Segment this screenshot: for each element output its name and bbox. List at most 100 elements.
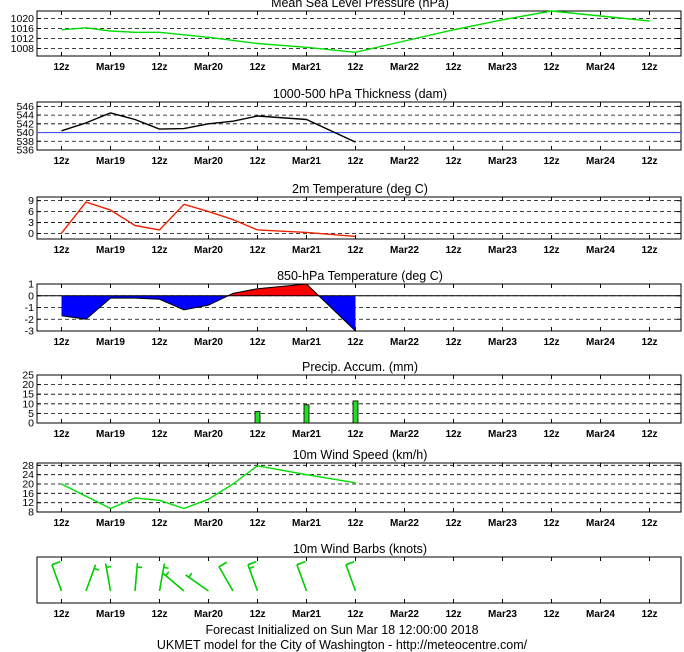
- panel-frame: [36, 462, 682, 513]
- barb-feather: [163, 566, 169, 570]
- x-tick-label: Mar24: [586, 62, 615, 73]
- x-tick-label: 12z: [641, 518, 657, 529]
- x-tick-label: 12z: [543, 62, 559, 73]
- y-tick-label: 20: [22, 479, 34, 491]
- x-tick-label: 12z: [53, 337, 69, 348]
- y-tick-label: 536: [16, 145, 34, 157]
- x-tick-label: Mar19: [96, 337, 125, 348]
- x-tick-label: 12z: [347, 245, 363, 256]
- series-line: [61, 10, 650, 53]
- x-tick-label: 12z: [445, 245, 461, 256]
- x-tick-label: 12z: [53, 609, 69, 620]
- x-tick-label: Mar22: [390, 337, 419, 348]
- x-tick-label: Mar23: [488, 156, 517, 167]
- x-tick-label: Mar20: [194, 156, 223, 167]
- y-tick-label: 1016: [11, 23, 35, 35]
- x-tick-label: Mar20: [194, 62, 223, 73]
- y-tick-label: -3: [25, 326, 34, 338]
- series-line: [61, 465, 356, 510]
- precip-bar: [352, 400, 359, 424]
- x-tick-label: 12z: [543, 609, 559, 620]
- x-tick-label: 12z: [641, 337, 657, 348]
- barb-feather: [345, 560, 355, 566]
- x-tick-label: Mar24: [586, 609, 615, 620]
- x-tick-label: Mar19: [96, 518, 125, 529]
- footer-init-line: Forecast Initialized on Sun Mar 18 12:00…: [205, 623, 479, 637]
- y-tick-label: 8: [28, 507, 34, 519]
- barb-staff: [85, 564, 97, 592]
- wind-barb: [345, 560, 357, 592]
- x-tick-label: Mar23: [488, 62, 517, 73]
- panel-title: Precip. Accum. (mm): [302, 360, 418, 374]
- y-tick-label: -2: [25, 314, 34, 326]
- y-tick-label: 544: [16, 110, 34, 122]
- x-tick-label: 12z: [641, 429, 657, 440]
- y-tick-label: 0: [28, 418, 34, 430]
- y-tick-label: 542: [16, 118, 34, 130]
- x-tick-label: 12z: [347, 609, 363, 620]
- x-tick-label: 12z: [347, 62, 363, 73]
- series-line: [60, 201, 356, 238]
- x-tick-label: Mar23: [488, 245, 517, 256]
- precip-bar: [303, 404, 310, 424]
- x-tick-label: Mar22: [390, 518, 419, 529]
- y-tick-label: 15: [22, 389, 34, 401]
- x-tick-label: 12z: [249, 518, 265, 529]
- wind-barb: [104, 563, 112, 592]
- y-tick-label: -1: [25, 302, 34, 314]
- wind-barb: [247, 560, 259, 592]
- barb-feather: [218, 561, 228, 568]
- x-tick-label: Mar21: [292, 518, 321, 529]
- x-tick-label: Mar20: [194, 609, 223, 620]
- x-tick-label: 12z: [151, 609, 167, 620]
- barb-staff: [51, 564, 63, 592]
- panel-850-hpa-temperature-deg-c: 850-hPa Temperature (deg C) -3-2-101 12z Ma…: [25, 269, 682, 348]
- x-tick-label: 12z: [249, 609, 265, 620]
- x-tick-label: 12z: [151, 518, 167, 529]
- x-tick-label: 12z: [151, 62, 167, 73]
- area-segment: [257, 284, 307, 296]
- wind-barb: [218, 561, 234, 592]
- barb-feather: [249, 565, 255, 570]
- barb-feather: [165, 571, 170, 577]
- y-tick-label: 1012: [11, 33, 35, 45]
- x-tick-label: Mar23: [488, 609, 517, 620]
- x-tick-label: 12z: [249, 156, 265, 167]
- wind-barb: [162, 571, 185, 592]
- wind-barb: [158, 563, 169, 592]
- x-tick-label: 12z: [445, 429, 461, 440]
- panel-frame: [36, 10, 682, 57]
- x-tick-label: 12z: [641, 62, 657, 73]
- area-segment: [110, 295, 135, 299]
- barb-staff: [158, 563, 166, 592]
- x-tick-label: Mar20: [194, 337, 223, 348]
- x-tick-label: 12z: [543, 429, 559, 440]
- wind-barb: [296, 560, 308, 592]
- x-tick-label: Mar20: [194, 518, 223, 529]
- x-tick-label: 12z: [151, 337, 167, 348]
- barb-staff: [247, 564, 259, 592]
- panel-1000-500-hpa-thickness-dam: 1000-500 hPa Thickness (dam) 536538540542…: [16, 87, 682, 167]
- area-segment: [61, 295, 86, 320]
- wind-barb: [85, 564, 100, 592]
- x-tick-label: 12z: [53, 156, 69, 167]
- x-tick-label: 12z: [641, 156, 657, 167]
- x-tick-label: 12z: [543, 156, 559, 167]
- x-tick-label: 12z: [347, 429, 363, 440]
- area-segment: [184, 295, 209, 310]
- x-tick-label: Mar19: [96, 609, 125, 620]
- y-tick-label: 1: [28, 279, 34, 291]
- x-tick-label: Mar22: [390, 156, 419, 167]
- x-tick-label: Mar24: [586, 518, 615, 529]
- y-tick-label: 0: [28, 228, 34, 240]
- wind-barb: [134, 563, 143, 592]
- barb-feather: [296, 560, 306, 566]
- y-tick-label: 25: [22, 370, 34, 382]
- y-tick-label: 10: [22, 398, 34, 410]
- x-tick-label: 12z: [249, 337, 265, 348]
- x-tick-label: 12z: [53, 518, 69, 529]
- area-segment: [233, 288, 258, 296]
- y-tick-label: 16: [22, 488, 34, 500]
- y-tick-label: 12: [22, 497, 34, 509]
